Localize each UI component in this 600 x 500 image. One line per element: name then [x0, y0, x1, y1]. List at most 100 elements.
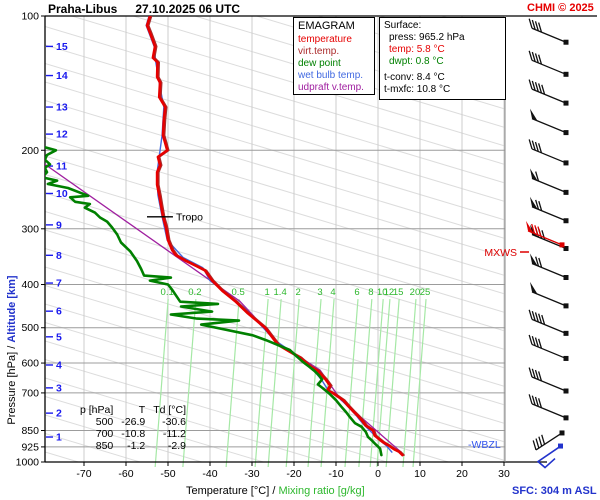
table-cell: 500 [95, 416, 114, 428]
mixing-ratio-label: 2 [296, 287, 301, 298]
curve-dew-point [45, 146, 383, 457]
temperature-tick-label: -50 [160, 468, 175, 480]
legend-title: EMAGRAM [298, 20, 355, 32]
wind-barb [528, 309, 569, 336]
mixing-ratio-label: 6 [354, 287, 359, 298]
wind-barb [530, 196, 569, 224]
mixing-ratio-label: 20 [410, 287, 421, 298]
pressure-tick-label: 1000 [16, 457, 40, 469]
altitude-tick-label: 12 [56, 129, 68, 141]
mixing-ratio-label: 4 [330, 287, 335, 298]
surface-title: Surface: [384, 20, 422, 31]
y-axis-label-altitude: Altitude [km] [6, 275, 18, 343]
x-axis-label-temperature: Temperature [°C] / [186, 485, 279, 497]
altitude-tick-label: 7 [56, 278, 62, 290]
legend-box: EMAGRAM temperature virt.temp. dew point… [293, 17, 375, 95]
pressure-tick-label: 600 [21, 358, 39, 370]
wind-barb [528, 139, 569, 166]
table-cell: -1.2 [127, 440, 146, 452]
pressure-tick-label: 850 [21, 425, 39, 437]
legend-entry-temperature: temperature [298, 34, 352, 45]
table-header-cell: T [138, 404, 146, 416]
table-row: 500 -26.9 -30.6 [72, 416, 186, 428]
altitude-tick-label: 1 [56, 432, 62, 444]
wind-barb-column [526, 18, 569, 469]
wind-barb [530, 168, 569, 195]
altitude-tick-label: 5 [56, 331, 62, 343]
mixing-ratio-label: 12 [384, 287, 395, 298]
surface-temperature: temp: 5.8 °C [389, 44, 445, 55]
wind-barb [528, 334, 569, 361]
wind-barb [532, 430, 565, 451]
table-cell: -2.9 [167, 440, 187, 452]
x-axis-label-mixing: Mixing ratio [g/kg] [278, 485, 365, 497]
grid-lines [45, 16, 505, 462]
temperature-tick-label: -40 [202, 468, 217, 480]
table-row: 850 -1.2 -2.9 [72, 440, 186, 452]
mixing-ratio-label: 10 [377, 287, 388, 298]
legend-entry-dew-point: dew point [298, 58, 341, 69]
temperature-tick-label: -70 [76, 468, 91, 480]
temperature-tick-label: 0 [375, 468, 381, 480]
temperature-tick-label: 20 [456, 468, 468, 480]
surface-info-box: Surface: press: 965.2 hPa temp: 5.8 °C d… [379, 17, 506, 100]
surface-dewpoint: dwpt: 0.8 °C [389, 56, 444, 67]
altitude-tick-label: 9 [56, 219, 62, 231]
altitude-tick-label: 14 [56, 70, 68, 82]
mixing-ratio-label: 0.5 [232, 287, 245, 298]
wbzl-label: -WBZL [468, 439, 501, 451]
surface-tmxfc: t-mxfc: 10.8 °C [384, 84, 451, 95]
temperature-tick-label: -10 [328, 468, 343, 480]
altitude-tick-label: 8 [56, 250, 62, 262]
altitude-tick-label: 4 [56, 359, 62, 371]
pressure-tick-label: 500 [21, 322, 39, 334]
table-cell: -10.8 [121, 428, 146, 440]
mixing-ratio-label: 25 [420, 287, 431, 298]
legend-entry-updraft: udpraft v.temp. [298, 82, 364, 93]
mixing-ratio-label: 15 [393, 287, 404, 298]
y-axis-label: Pressure [hPa] / Altitude [km] [6, 275, 18, 425]
y-axis-label-pressure: Pressure [hPa] [6, 351, 18, 425]
wind-barb [530, 108, 569, 136]
pressure-tick-label: 925 [21, 441, 39, 453]
wind-barb [528, 394, 569, 421]
pressure-tick-label: 700 [21, 387, 39, 399]
pressure-tick-label: 100 [21, 11, 39, 23]
temperature-tick-label: -20 [286, 468, 301, 480]
mxws-label: MXWS [484, 247, 517, 259]
temperature-tick-label: 30 [498, 468, 510, 480]
legend-entry-virt-temp: virt.temp. [298, 46, 340, 57]
tropopause-label: Tropo [176, 211, 203, 223]
altitude-tick-label: 10 [56, 188, 68, 200]
wind-barb [526, 220, 565, 248]
table-header-cell: p [hPa] [80, 404, 114, 416]
station-name: Praha-Libus [48, 2, 118, 16]
wind-barb [528, 367, 569, 394]
side-annotations: MXWS -WBZL [468, 247, 529, 451]
altitude-tick-label: 15 [56, 41, 68, 53]
mixing-ratio-label: 1 [264, 287, 269, 298]
altitude-tick-label: 2 [56, 408, 62, 420]
pressure-tick-label: 300 [21, 223, 39, 235]
mixing-ratio-label: 8 [368, 287, 373, 298]
sounding-curves [45, 16, 405, 457]
table-cell: 850 [95, 440, 114, 452]
curve-temperature [145, 16, 404, 457]
mixing-ratio-label: 3 [317, 287, 322, 298]
temperature-tick-label: 10 [414, 468, 426, 480]
sounding-datetime: 27.10.2025 06 UTC [135, 2, 241, 16]
table-cell: -11.2 [162, 428, 187, 440]
table-header-cell: Td [°C] [153, 404, 187, 416]
wind-barb [530, 253, 569, 281]
table-cell: -26.9 [121, 416, 146, 428]
wind-barb [528, 50, 569, 77]
altitude-tick-label: 3 [56, 382, 62, 394]
altitude-tick-label: 13 [56, 102, 68, 114]
pressure-tick-label: 400 [21, 279, 39, 291]
table-cell: -30.6 [162, 416, 187, 428]
mixing-ratio-label: 1.4 [274, 287, 287, 298]
wind-barb [536, 443, 563, 469]
temperature-tick-label: -60 [118, 468, 133, 480]
temperature-tick-label: -30 [244, 468, 259, 480]
